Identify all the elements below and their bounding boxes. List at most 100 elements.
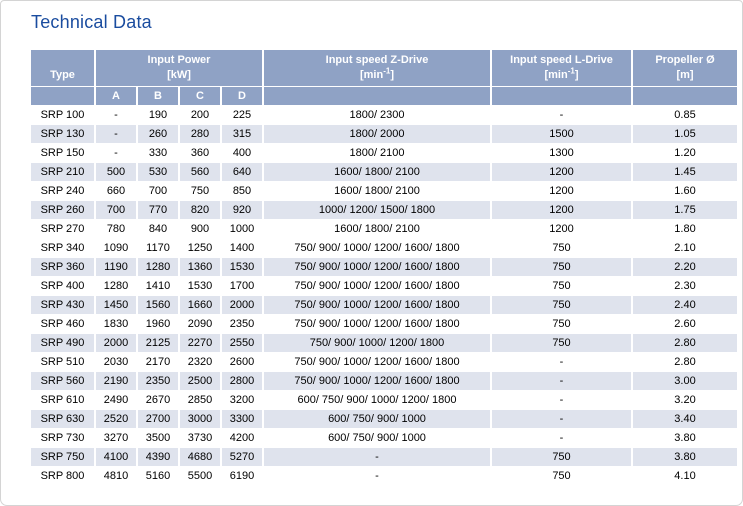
cell-a: 1190 bbox=[96, 258, 136, 276]
header-row-main: Type Input Power [kW] Input speed Z-Driv… bbox=[31, 50, 737, 86]
col-header-propeller: Propeller Ø [m] bbox=[633, 50, 737, 86]
subheader-z-empty bbox=[264, 87, 490, 105]
cell-prop: 0.85 bbox=[633, 106, 737, 124]
cell-l: - bbox=[492, 391, 631, 409]
cell-prop: 2.40 bbox=[633, 296, 737, 314]
cell-l: 750 bbox=[492, 334, 631, 352]
cell-d: 6190 bbox=[222, 467, 262, 485]
cell-prop: 2.80 bbox=[633, 353, 737, 371]
cell-b: 530 bbox=[138, 163, 178, 181]
l-drive-unit: [min-1] bbox=[544, 66, 579, 81]
cell-l: 1200 bbox=[492, 220, 631, 238]
table-row: SRP 270 780 840 900 1000 1600/ 1800/ 2100 1200… bbox=[31, 220, 737, 238]
cell-c: 2500 bbox=[180, 372, 220, 390]
cell-type: SRP 360 bbox=[31, 258, 94, 276]
table-row: SRP 360 1190 1280 1360 1530 750/ 900/ 1000/ 1… bbox=[31, 258, 737, 276]
z-drive-unit-exponent: -1 bbox=[383, 66, 391, 76]
cell-b: 190 bbox=[138, 106, 178, 124]
table-row: SRP 800 4810 5160 5500 6190-750 4.10 bbox=[31, 467, 737, 485]
cell-l: 1500 bbox=[492, 125, 631, 143]
cell-type: SRP 800 bbox=[31, 467, 94, 485]
cell-type: SRP 400 bbox=[31, 277, 94, 295]
cell-prop: 2.30 bbox=[633, 277, 737, 295]
cell-prop: 2.60 bbox=[633, 315, 737, 333]
propeller-unit: [m] bbox=[676, 69, 694, 81]
l-drive-title: Input speed L-Drive bbox=[510, 54, 613, 67]
cell-b: 770 bbox=[138, 201, 178, 219]
cell-c: 750 bbox=[180, 182, 220, 200]
col-header-type: Type bbox=[31, 50, 94, 86]
cell-c: 2320 bbox=[180, 353, 220, 371]
cell-a: 1280 bbox=[96, 277, 136, 295]
cell-z: 750/ 900/ 1000/ 1200/ 1600/ 1800 bbox=[264, 277, 490, 295]
cell-a: - bbox=[96, 144, 136, 162]
cell-a: 2030 bbox=[96, 353, 136, 371]
cell-z: 1800/ 2300 bbox=[264, 106, 490, 124]
table-row: SRP 730 3270 3500 3730 4200 600/ 750/ 900/ 10… bbox=[31, 429, 737, 447]
table-row: SRP 150-330 360 400 1800/ 2100 1300 1.20 bbox=[31, 144, 737, 162]
cell-prop: 3.80 bbox=[633, 448, 737, 466]
cell-type: SRP 130 bbox=[31, 125, 94, 143]
table-row: SRP 240 660 700 750 850 1600/ 1800/ 2100 1200 1… bbox=[31, 182, 737, 200]
cell-l: 750 bbox=[492, 448, 631, 466]
cell-l: - bbox=[492, 106, 631, 124]
cell-type: SRP 750 bbox=[31, 448, 94, 466]
table-body: SRP 100-190 200 225 1800/ 2300-0.85 SRP 130-… bbox=[31, 106, 737, 485]
table-header: Type Input Power [kW] Input speed Z-Driv… bbox=[31, 50, 737, 105]
table-row: SRP 490 2000 2125 2270 2550 750/ 900/ 1000/ 1… bbox=[31, 334, 737, 352]
cell-b: 1280 bbox=[138, 258, 178, 276]
cell-l: 750 bbox=[492, 239, 631, 257]
cell-a: 500 bbox=[96, 163, 136, 181]
cell-z: 750/ 900/ 1000/ 1200/ 1600/ 1800 bbox=[264, 258, 490, 276]
cell-prop: 3.20 bbox=[633, 391, 737, 409]
cell-z: 1600/ 1800/ 2100 bbox=[264, 182, 490, 200]
cell-prop: 2.20 bbox=[633, 258, 737, 276]
cell-d: 2350 bbox=[222, 315, 262, 333]
cell-type: SRP 490 bbox=[31, 334, 94, 352]
cell-prop: 1.75 bbox=[633, 201, 737, 219]
cell-d: 5270 bbox=[222, 448, 262, 466]
col-header-input-power: Input Power [kW] bbox=[96, 50, 262, 86]
cell-b: 2125 bbox=[138, 334, 178, 352]
table-row: SRP 750 4100 4390 4680 5270-750 3.80 bbox=[31, 448, 737, 466]
cell-z: 750/ 900/ 1000/ 1200/ 1600/ 1800 bbox=[264, 239, 490, 257]
cell-prop: 3.80 bbox=[633, 429, 737, 447]
cell-c: 5500 bbox=[180, 467, 220, 485]
cell-type: SRP 460 bbox=[31, 315, 94, 333]
cell-c: 3730 bbox=[180, 429, 220, 447]
cell-prop: 1.60 bbox=[633, 182, 737, 200]
cell-c: 360 bbox=[180, 144, 220, 162]
cell-z: - bbox=[264, 467, 490, 485]
cell-l: 1200 bbox=[492, 163, 631, 181]
page-title: Technical Data bbox=[31, 12, 152, 32]
cell-z: 1000/ 1200/ 1500/ 1800 bbox=[264, 201, 490, 219]
cell-a: 1090 bbox=[96, 239, 136, 257]
cell-prop: 1.45 bbox=[633, 163, 737, 181]
cell-z: 750/ 900/ 1000/ 1200/ 1600/ 1800 bbox=[264, 315, 490, 333]
cell-type: SRP 210 bbox=[31, 163, 94, 181]
l-drive-unit-exponent: -1 bbox=[567, 66, 575, 76]
cell-c: 2090 bbox=[180, 315, 220, 333]
cell-type: SRP 260 bbox=[31, 201, 94, 219]
cell-a: - bbox=[96, 106, 136, 124]
cell-d: 1530 bbox=[222, 258, 262, 276]
cell-d: 1000 bbox=[222, 220, 262, 238]
cell-l: 750 bbox=[492, 258, 631, 276]
cell-b: 2670 bbox=[138, 391, 178, 409]
z-drive-title: Input speed Z-Drive bbox=[325, 54, 429, 67]
cell-z: 1800/ 2000 bbox=[264, 125, 490, 143]
cell-a: 2190 bbox=[96, 372, 136, 390]
cell-z: 1600/ 1800/ 2100 bbox=[264, 220, 490, 238]
propeller-title: Propeller Ø bbox=[655, 54, 715, 67]
cell-c: 2850 bbox=[180, 391, 220, 409]
cell-b: 2170 bbox=[138, 353, 178, 371]
cell-c: 280 bbox=[180, 125, 220, 143]
subheader-prop-empty bbox=[633, 87, 737, 105]
cell-a: 700 bbox=[96, 201, 136, 219]
cell-d: 3200 bbox=[222, 391, 262, 409]
cell-l: 750 bbox=[492, 315, 631, 333]
cell-type: SRP 240 bbox=[31, 182, 94, 200]
subheader-l-empty bbox=[492, 87, 631, 105]
cell-b: 5160 bbox=[138, 467, 178, 485]
cell-a: 4810 bbox=[96, 467, 136, 485]
